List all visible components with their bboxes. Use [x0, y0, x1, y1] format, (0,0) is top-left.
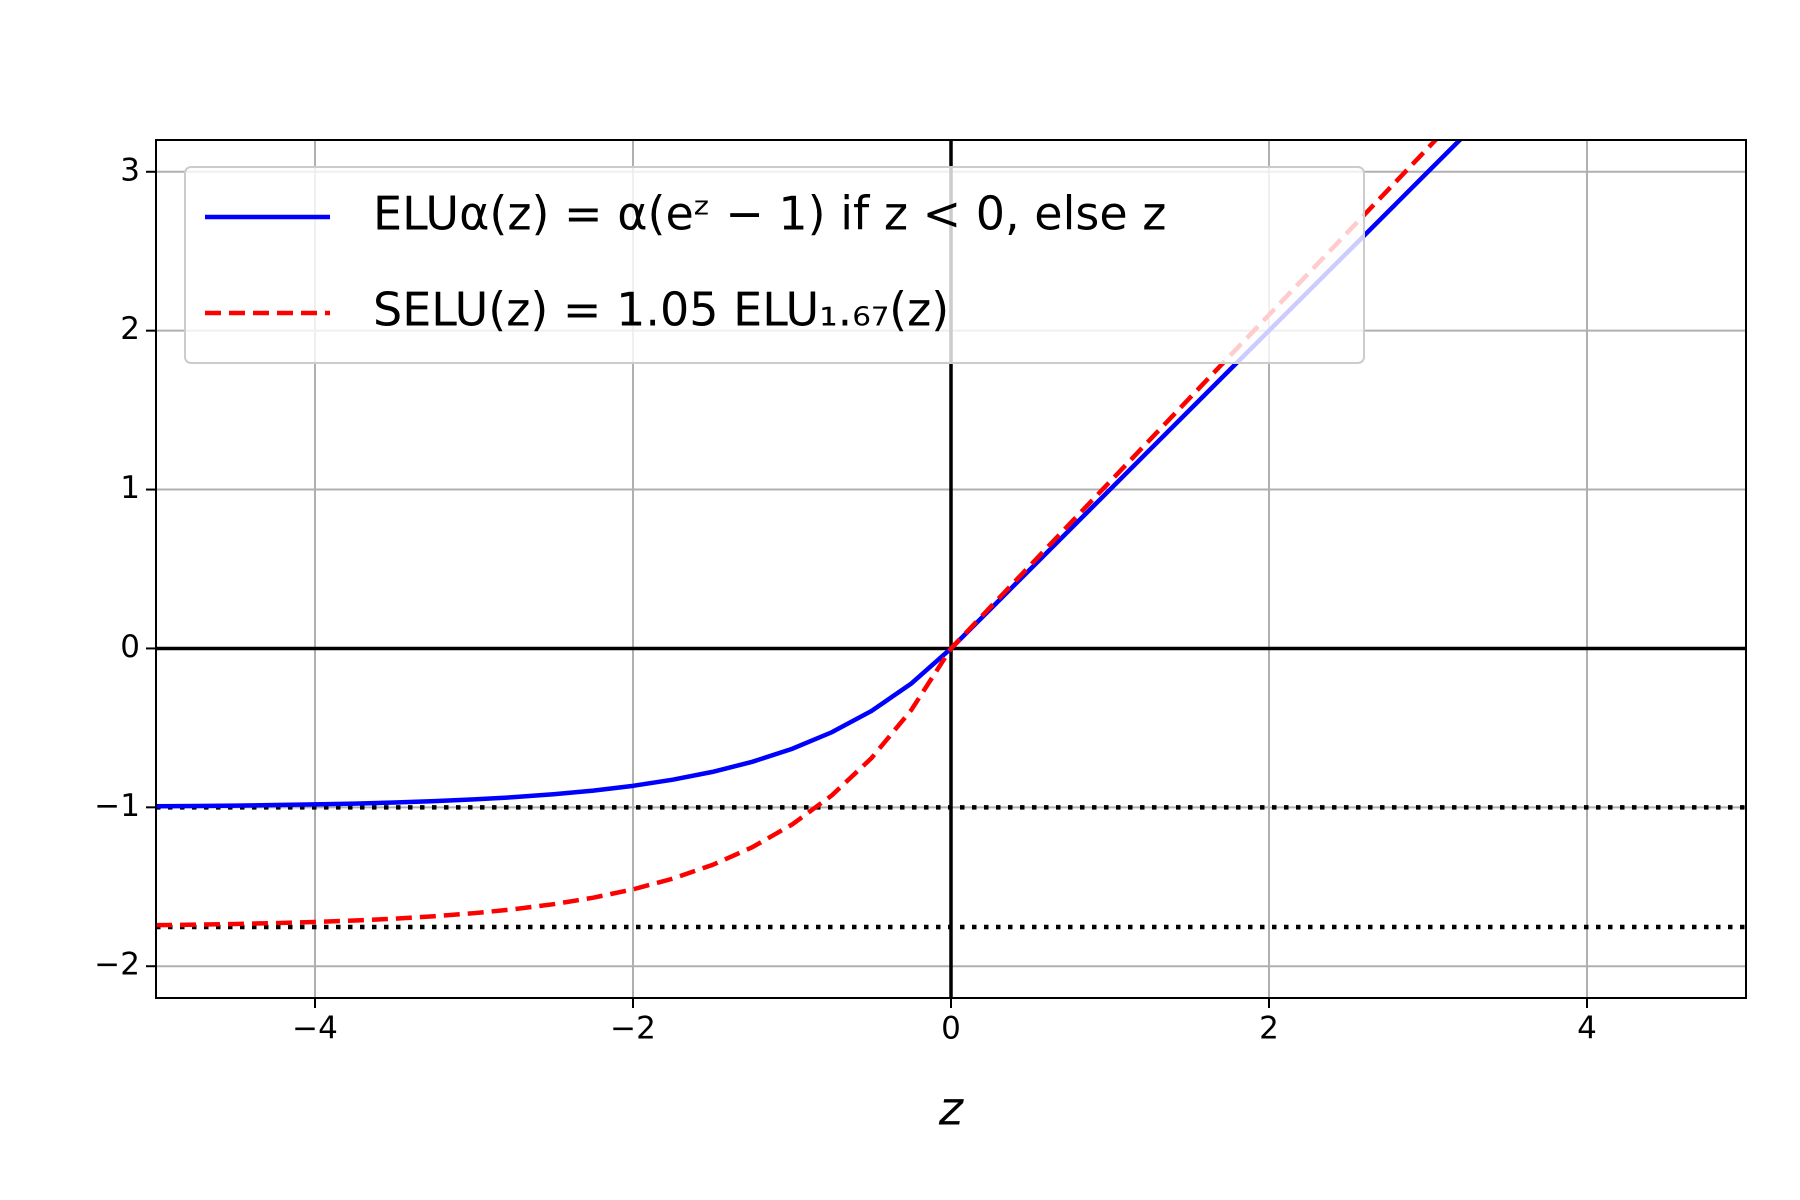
series-line: [156, 140, 1439, 928]
x-tick-label: 2: [1259, 1011, 1279, 1047]
legend-label: ELUα(z) = α(eᶻ − 1) if z < 0, else z: [373, 187, 1166, 241]
legend-label: SELU(z) = 1.05 ELU₁.₆₇(z): [373, 283, 949, 337]
y-tick-label: −2: [94, 947, 140, 983]
x-tick-label: 4: [1577, 1011, 1597, 1047]
x-tick-label: −2: [610, 1011, 656, 1047]
y-tick-label: 0: [120, 629, 140, 665]
ticks: −4 −2 0 2 4 −2 −1 0 1 2 3: [94, 152, 1597, 1046]
legend: ELUα(z) = α(eᶻ − 1) if z < 0, else z SELU…: [184, 166, 1365, 364]
y-tick-label: 3: [120, 152, 140, 188]
y-tick-label: −1: [94, 788, 140, 824]
x-tick-label: −4: [292, 1011, 338, 1047]
y-tick-label: 2: [120, 311, 140, 347]
x-tick-label: 0: [941, 1011, 961, 1047]
x-axis-label: z: [938, 1082, 964, 1136]
y-tick-label: 1: [120, 470, 140, 506]
legend-box: [184, 166, 1365, 364]
plot-area: [156, 140, 1746, 998]
